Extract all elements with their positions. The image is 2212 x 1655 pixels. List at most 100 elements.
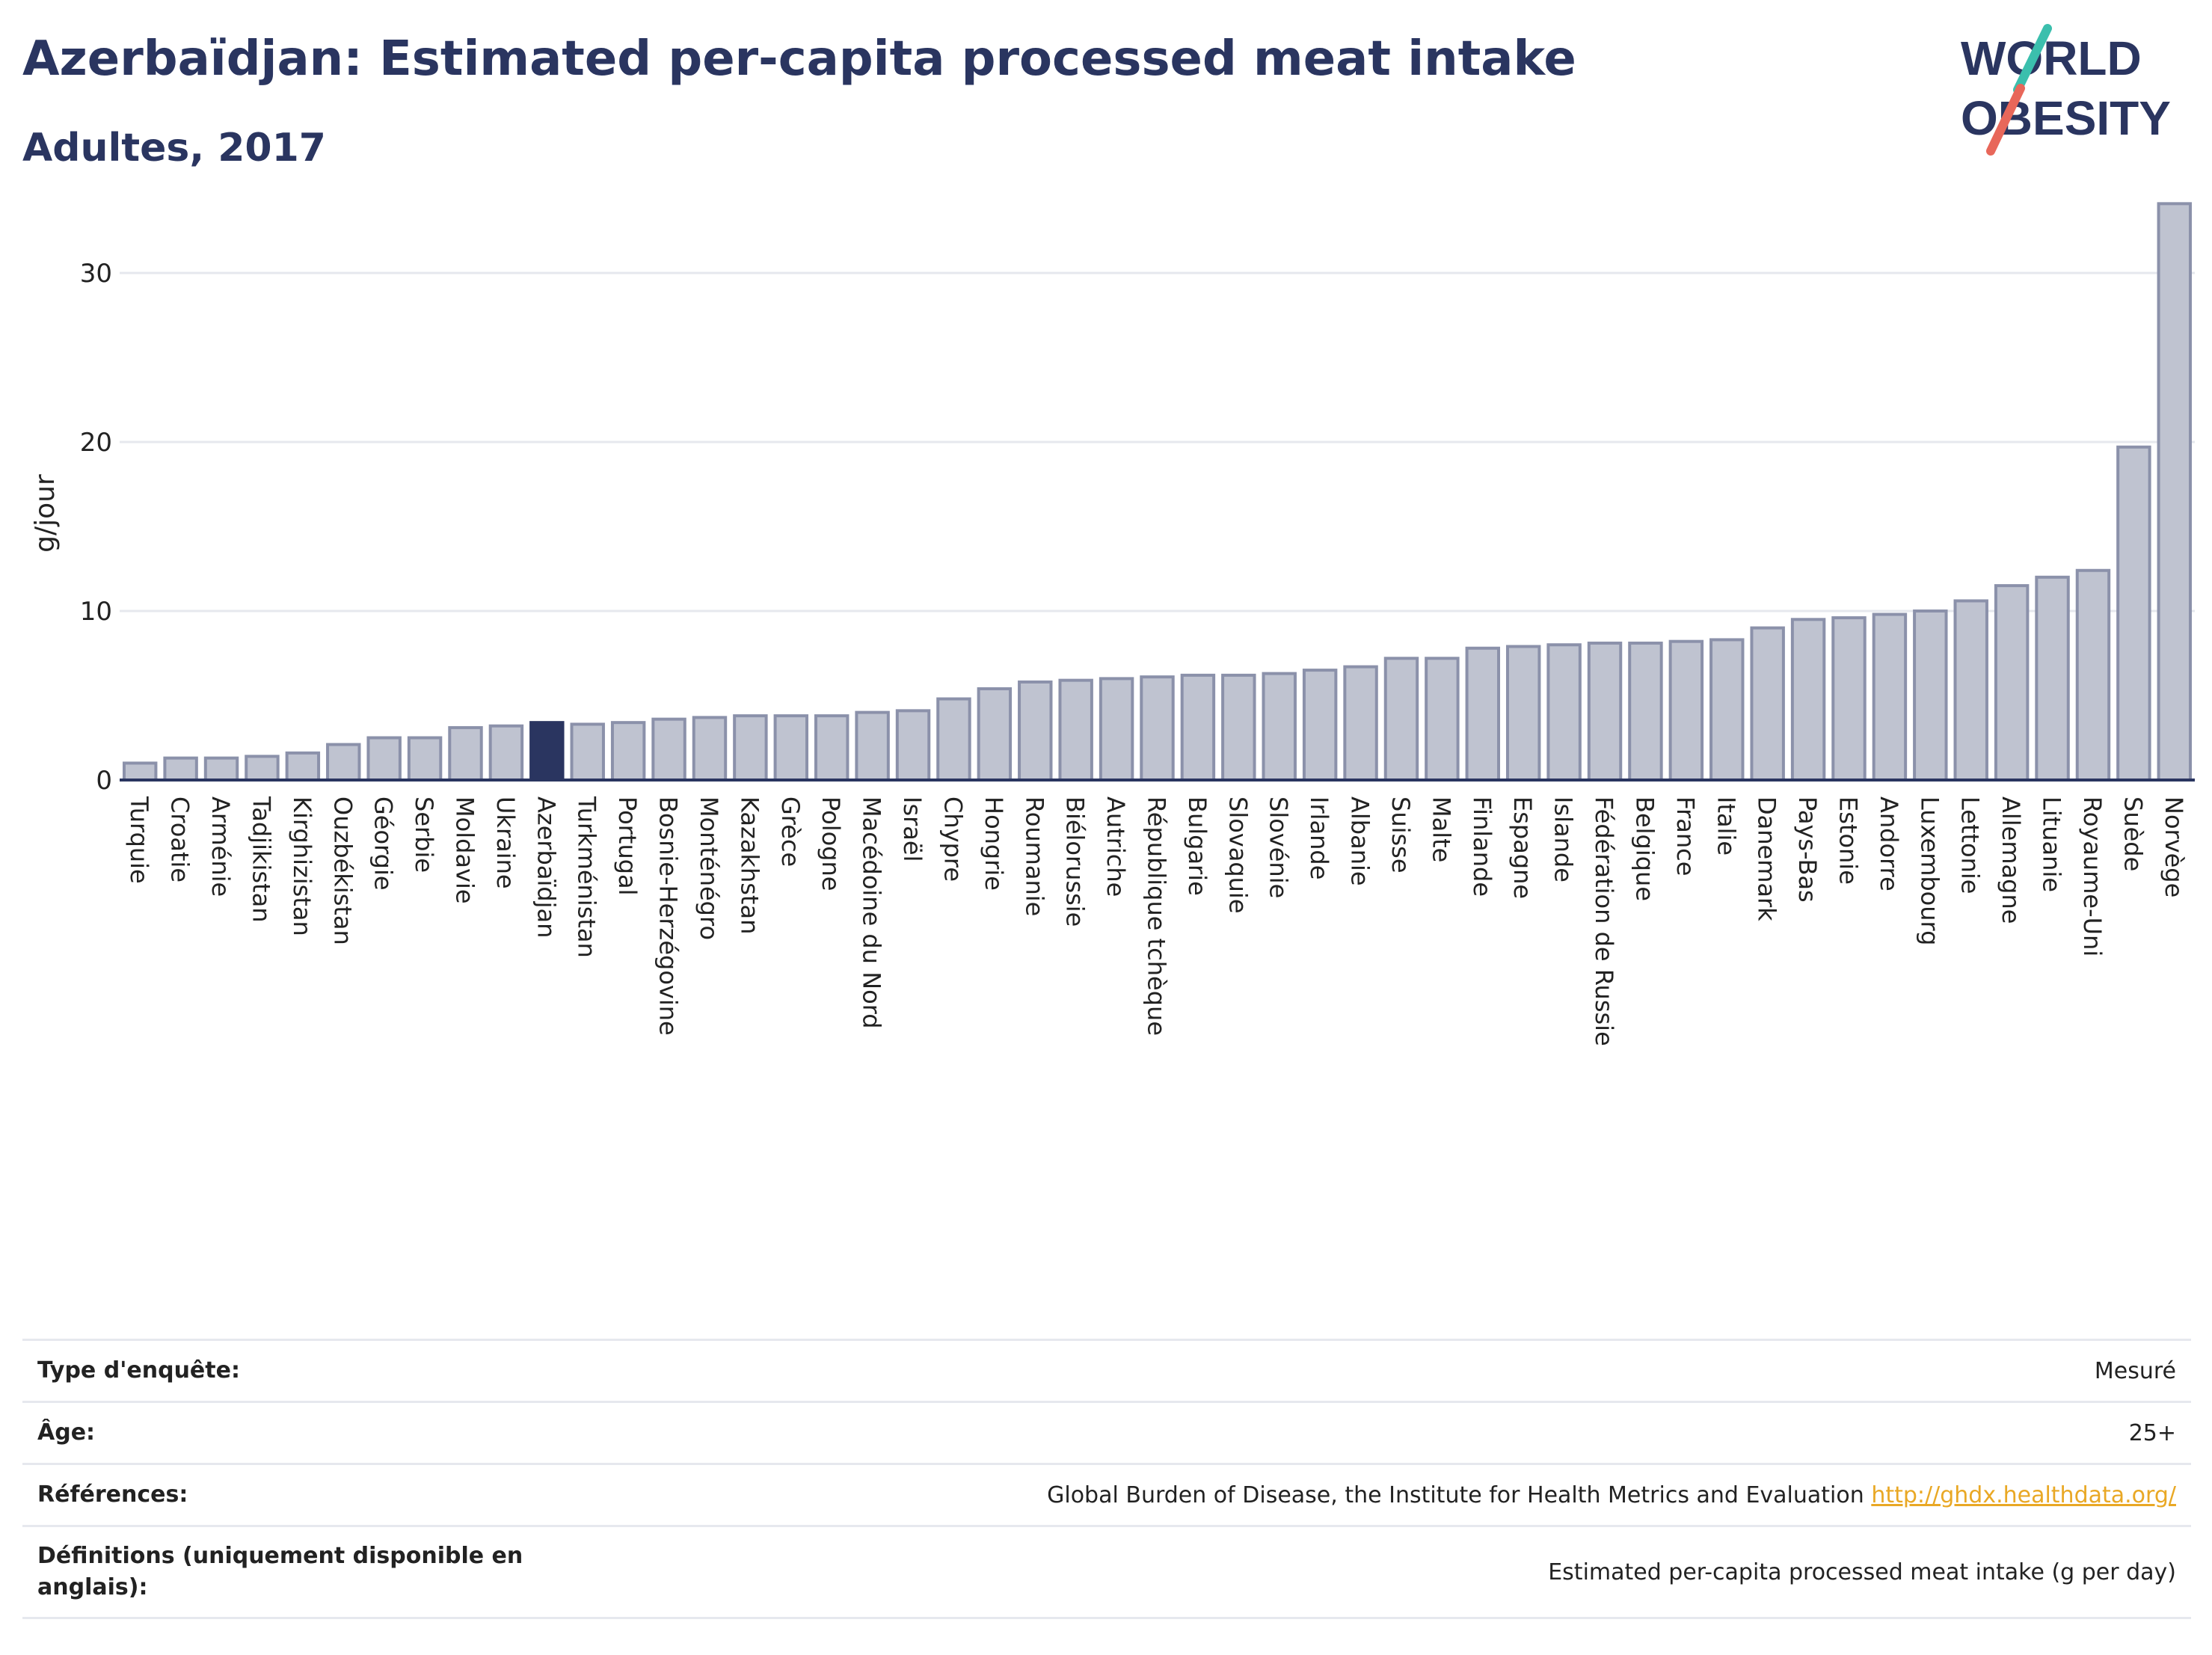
y-axis-ticks: 0 10 20 30 (80, 259, 112, 796)
x-tick-label: Albanie (1346, 796, 1374, 886)
x-tick-label: Biélorussie (1061, 796, 1090, 927)
bar[interactable] (1709, 638, 1745, 782)
bar[interactable] (1180, 673, 1216, 782)
x-tick-label: Slovénie (1265, 796, 1293, 898)
bar[interactable] (610, 721, 646, 782)
x-tick-label: Fédération de Russie (1590, 796, 1618, 1046)
bar[interactable] (2035, 575, 2070, 782)
x-tick-label: République tchèque (1143, 796, 1171, 1036)
metadata-table: Type d'enquête: Mesuré Âge: 25+ Références: G… (22, 1339, 2191, 1619)
x-tick-label: Croatie (166, 796, 194, 882)
bar[interactable] (2075, 568, 2111, 782)
bar[interactable] (1425, 657, 1460, 782)
bar[interactable] (529, 721, 565, 782)
bar[interactable] (203, 756, 239, 782)
bar[interactable] (1302, 669, 1338, 782)
x-tick-label: Grèce (776, 796, 805, 867)
metadata-value-text: 25+ (2128, 1419, 2176, 1446)
bar[interactable] (1831, 616, 1867, 782)
x-tick-label: Finlande (1468, 796, 1496, 897)
x-tick-label: Irlande (1305, 796, 1333, 879)
bar[interactable] (733, 714, 768, 782)
bar[interactable] (1953, 599, 1988, 782)
x-tick-label: Tadjikistan (247, 796, 275, 922)
bar[interactable] (1140, 675, 1175, 782)
bar[interactable] (1505, 645, 1541, 782)
bar[interactable] (1913, 610, 1948, 782)
x-tick-label: Allemagne (1997, 796, 2025, 924)
x-axis-labels: Turquie Croatie Arménie Tadjikistan Kirghizi… (125, 796, 2188, 1046)
metadata-label: Définitions (uniquement disponible en an… (37, 1543, 523, 1600)
bar[interactable] (814, 714, 850, 782)
gridlines (120, 271, 2195, 612)
bar[interactable] (1628, 641, 1663, 782)
metadata-row: Références: Global Burden of Disease, the… (22, 1463, 2191, 1525)
bar[interactable] (488, 724, 524, 782)
bar[interactable] (1262, 672, 1297, 782)
bar[interactable] (1994, 584, 2030, 782)
metadata-label: Références: (37, 1481, 188, 1508)
x-tick-label: Danemark (1753, 796, 1781, 921)
bar[interactable] (1750, 626, 1785, 782)
bar[interactable] (2116, 445, 2151, 782)
world-obesity-logo: WORLD OBESITY (1961, 24, 2171, 156)
x-tick-label: Lituanie (2038, 796, 2066, 892)
bar[interactable] (163, 756, 198, 782)
bar[interactable] (1587, 641, 1623, 782)
metadata-value-text: Mesuré (2094, 1357, 2176, 1384)
bar[interactable] (245, 755, 280, 782)
bar[interactable] (692, 716, 728, 782)
y-tick-label: 30 (80, 259, 112, 289)
x-tick-label: Ukraine (491, 796, 520, 889)
metadata-row: Type d'enquête: Mesuré (22, 1339, 2191, 1401)
bar[interactable] (407, 736, 443, 782)
bar[interactable] (448, 725, 483, 782)
bar[interactable] (122, 761, 158, 782)
y-tick-label: 10 (80, 597, 112, 627)
x-tick-label: Malte (1427, 796, 1455, 862)
bar[interactable] (1058, 678, 1093, 782)
x-tick-label: Arménie (206, 796, 235, 897)
x-tick-label: Suisse (1386, 796, 1415, 873)
x-tick-label: Espagne (1508, 796, 1537, 899)
bar[interactable] (895, 709, 931, 782)
chart-title: Azerbaïdjan: Estimated per-capita proces… (22, 31, 1576, 87)
bar[interactable] (855, 710, 890, 782)
x-tick-label: Roumanie (1020, 796, 1048, 916)
metadata-label: Âge: (37, 1419, 96, 1446)
reference-link[interactable]: http://ghdx.healthdata.org/ (1871, 1481, 2176, 1508)
bar[interactable] (1790, 618, 1826, 782)
metadata-row: Définitions (uniquement disponible en an… (22, 1525, 2191, 1619)
bars (122, 202, 2193, 782)
bar[interactable] (1465, 646, 1501, 782)
metadata-value-text: Global Burden of Disease, the Institute … (1047, 1481, 1864, 1508)
bar[interactable] (1668, 639, 1704, 782)
metadata-value: Mesuré (2095, 1358, 2176, 1384)
y-axis-label: g/jour (30, 474, 61, 553)
bar[interactable] (1872, 612, 1908, 782)
bar[interactable] (651, 717, 686, 782)
metadata-row: Âge: 25+ (22, 1401, 2191, 1463)
x-tick-label: Kazakhstan (735, 796, 764, 934)
y-tick-label: 20 (80, 428, 112, 458)
bar[interactable] (1343, 665, 1378, 782)
bar[interactable] (285, 751, 321, 782)
bar[interactable] (366, 736, 402, 782)
bar[interactable] (977, 687, 1013, 782)
x-tick-label: Royaume-Uni (2078, 796, 2107, 957)
metadata-value: Global Burden of Disease, the Institute … (1047, 1482, 2176, 1508)
x-tick-label: Macédoine du Nord (858, 796, 886, 1029)
bar[interactable] (326, 743, 361, 782)
bar[interactable] (773, 714, 809, 782)
bar[interactable] (1018, 680, 1053, 782)
logo-line-1: WORLD (1961, 31, 2142, 85)
bar[interactable] (1099, 677, 1134, 782)
bar[interactable] (2157, 202, 2193, 782)
bar[interactable] (1383, 657, 1419, 782)
x-tick-label: Islande (1549, 796, 1578, 882)
bar[interactable] (1221, 673, 1256, 782)
x-tick-label: Bulgarie (1183, 796, 1211, 896)
bar[interactable] (936, 697, 971, 782)
bar[interactable] (1546, 643, 1582, 782)
bar[interactable] (570, 722, 605, 782)
